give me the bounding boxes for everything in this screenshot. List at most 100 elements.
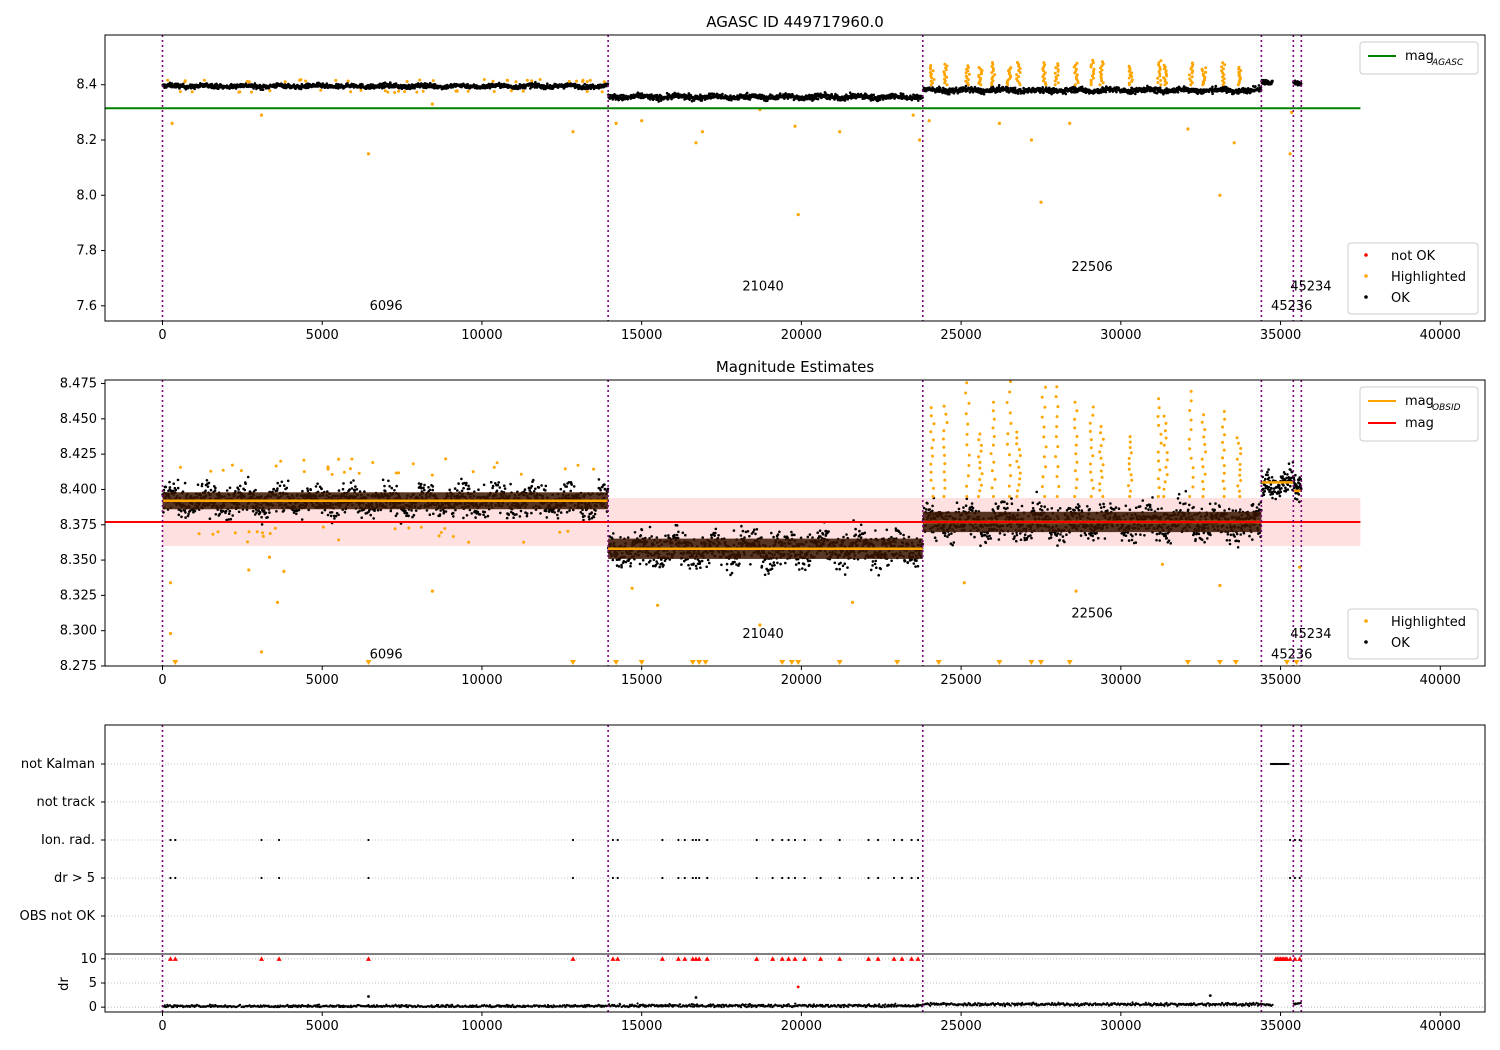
panel1-highlighted-point [1288,152,1292,156]
panel1-highlighted-point [190,90,194,94]
panel1-highlighted-point [1042,61,1046,65]
panel1-highlighted-point [397,89,401,93]
panel1-ok-point [387,86,391,89]
panel2-ok-point [206,485,210,488]
panel2-ok-point [237,488,240,491]
panel1-ok-point [300,82,304,86]
panel2-ok-point [456,489,459,492]
obsid-label: 21040 [742,279,783,294]
panel2-ok-point [389,509,393,513]
panel2-ok-point [221,509,225,513]
panel2-ok-point [489,480,493,484]
panel2-ok-point [423,488,426,492]
panel2-ok-point [205,479,209,482]
panel2-ok-point [358,509,361,513]
panel1-highlighted-point [793,124,797,128]
panel1-highlighted-point [1029,138,1033,142]
panel2-ok-point [486,514,490,518]
panel1-highlighted-point [250,90,253,94]
panel2-ok-point [172,482,175,486]
y-tick-label: 8.0 [76,188,97,203]
panel1-highlighted-point [838,130,842,134]
panel1-highlighted-point [1015,60,1019,64]
y-tick-label: 7.6 [76,299,97,314]
panel2-ok-point [301,489,304,493]
panel1-ok-point [1257,84,1261,87]
panel1-highlighted-point [1157,61,1161,65]
x-tick-label: 40000 [1420,328,1461,343]
panel1-ok-point [1064,92,1068,96]
panel2-ok-point [187,512,190,516]
panel1-highlighted-point [538,78,542,81]
panel2-ok-point [390,486,394,490]
panel2-ok-point [341,487,345,491]
panel2-ok-point [285,486,289,490]
panel1-highlighted-point [1130,71,1134,75]
panel1-ok-point [210,82,214,86]
panel1-highlighted-point [1220,65,1224,69]
panel1-highlighted-point [298,78,302,82]
panel2-ok-point [179,509,183,513]
panel2-ok-point [176,486,180,490]
panel2-ok-point [405,511,409,515]
panel1-ok-point [1006,86,1010,90]
panel2-ok-point [460,477,463,481]
panel2-ok-point [419,482,423,486]
panel2-ok-point [482,513,485,516]
panel1-highlighted-point [585,80,589,84]
panel2-ok-point [272,487,276,491]
panel1-highlighted-point [927,119,931,123]
panel2-ok-point [177,513,181,517]
panel1-ok-point [261,88,265,91]
panel1-highlighted-point [991,61,994,64]
panel2-ok-point [451,511,455,515]
panel1-ok-point [954,86,958,89]
panel1-highlighted-point [421,89,425,93]
x-tick-label: 10000 [461,328,502,343]
panel1-ok-point [425,82,429,86]
panel1-ok-point [534,80,537,84]
obsid-label: 45234 [1290,279,1331,294]
panel1-highlighted-point [466,89,470,93]
panel2-ok-point [467,484,470,488]
panel2-ok-point [280,480,284,484]
obsid-label: 6096 [370,299,403,314]
panel2-ok-point [184,511,187,514]
panel1-highlighted-point [304,79,308,83]
panel1-highlighted-point [482,78,486,81]
panel1-highlighted-point [1204,66,1208,70]
panel1-highlighted-point [1127,76,1131,80]
panel1-highlighted-point [268,89,272,93]
panel2-ok-point [342,482,345,485]
panel1-highlighted-point [1056,62,1060,66]
panel2-ok-point [193,509,197,513]
panel2-ok-point [369,513,373,517]
panel1-ok-point [583,82,586,86]
panel1-highlighted-point [1039,200,1043,204]
panel1-highlighted-point [1200,67,1204,71]
panel2-ok-point [444,510,448,513]
panel2-ok-point [393,489,396,492]
panel1-highlighted-point [415,90,419,94]
panel2-ok-point [383,484,386,488]
panel2-ok-point [515,513,518,516]
panel1-ok-point [1214,84,1218,88]
panel1-highlighted-point [1100,60,1104,64]
panel1-highlighted-point [521,89,525,93]
panel2-ok-point [470,512,474,515]
panel1-highlighted-point [1009,66,1013,70]
panel2-ok-point [207,481,211,485]
panel1-ok-point [497,81,501,85]
panel1-highlighted-point [1073,83,1077,87]
legend-marker-swatch [1364,274,1368,278]
panel1-ok-point [170,82,174,85]
panel1-highlighted-point [431,79,435,83]
panel2-ok-point [395,512,399,515]
panel1-highlighted-point [1098,83,1102,87]
panel2-ok-point [428,488,432,492]
panel2-ok-point [213,489,217,492]
panel1-highlighted-point [1092,67,1096,71]
panel2-ok-point [209,488,213,492]
panel2-ok-point [268,511,271,514]
panel2-ok-point [184,516,187,519]
